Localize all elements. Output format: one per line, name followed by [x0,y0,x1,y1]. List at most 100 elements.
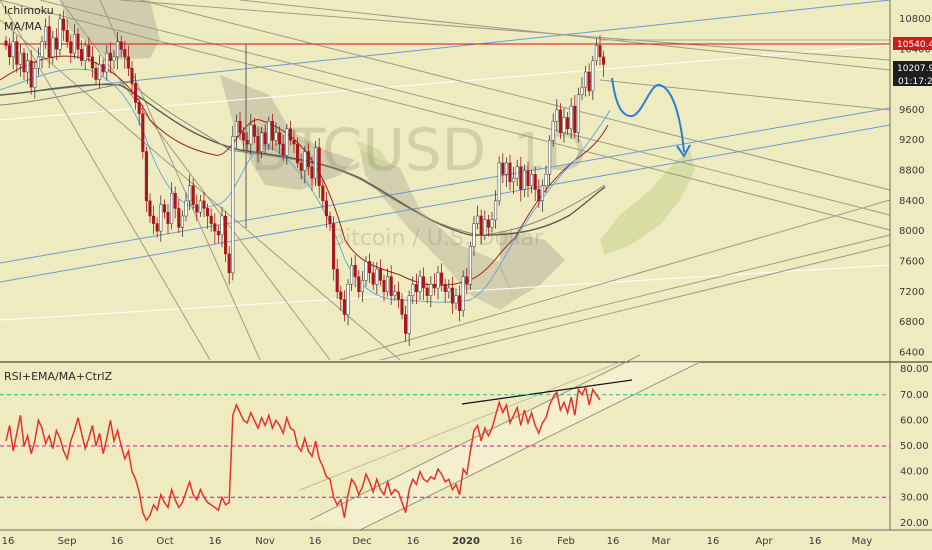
candle-body [94,67,98,80]
candle-body [497,162,501,202]
price-tick-label: 9600 [899,105,924,116]
candle-body [443,283,447,293]
time-tick-label: May [852,536,873,547]
candle-body [220,215,224,236]
candle-body [260,132,264,152]
indicator-legend-ichimoku[interactable]: Ichimoku [4,4,54,17]
time-tick-label: Oct [156,536,173,547]
rsi-indicator-legend[interactable]: RSI+EMA/MA+CtrlZ [4,370,113,383]
candle-body [414,283,418,293]
candle-body [292,139,296,145]
price-tick-label: 7200 [899,287,924,298]
candle-body [170,193,174,224]
candle-body [368,261,372,274]
candle-body [11,41,15,58]
candle-body [51,37,55,58]
candle-body [540,185,544,202]
time-tick-label: 16 [809,536,822,547]
candle-body [353,265,357,277]
candle-body [69,41,73,54]
rsi-line [5,384,601,522]
candle-body [188,185,192,202]
candle-body [450,287,454,304]
candle-body [490,219,494,228]
candle-body [231,136,235,274]
candle-body [303,151,307,171]
candle-body [357,276,361,293]
candle-body [238,121,242,133]
time-axis[interactable]: 16 Sep 16 Oct 16 Nov 16 Dec 16 2020 16 Feb 16 Mar 16 Ap… [2,536,873,547]
candle-body [339,291,343,300]
candle-body [44,26,48,42]
candle-body [130,67,134,84]
price-tick-label: 8400 [899,196,924,207]
rsi-levels [0,394,890,498]
candle-body [317,147,321,186]
candle-body [378,268,382,281]
candle-body [483,219,487,236]
candle-body [58,18,62,50]
rsi-tick-label: 50.00 [900,441,929,452]
candle-body [324,200,328,217]
candle-body [569,105,573,130]
candle-body [468,246,472,285]
candle-body [587,71,591,92]
candle-body [522,170,526,190]
candle-body [404,314,408,334]
candle-body [296,143,300,164]
candle-body [447,287,451,293]
rsi-tick-label: 40.00 [900,467,929,478]
candle-body [580,86,584,95]
rsi-tick-label: 20.00 [900,518,929,529]
candle-body [285,128,289,156]
candle-body [180,215,184,228]
candle-body [90,56,94,69]
candle-body [566,117,570,130]
candle-body [299,162,303,171]
candle-body [389,276,393,296]
candle-body [479,215,483,236]
candle-body [530,174,534,186]
candle-body [382,280,386,293]
candlestick-series [4,10,606,347]
price-tag-resistance [893,37,932,50]
candle-body [166,211,170,224]
candle-body [15,41,19,65]
candle-body [116,41,120,58]
candle-body [202,200,206,209]
time-tick-label: 16 [111,536,124,547]
time-tick-label: Sep [58,536,77,547]
price-tag-last-label: 10207.98 [897,64,932,74]
rsi-resistance-line [461,379,633,405]
candle-body [65,30,69,42]
watermark-symbol: BTCUSD [250,116,486,184]
rsi-tick-label: 70.00 [900,390,929,401]
candle-body [342,299,346,315]
candle-body [364,261,368,281]
candle-body [458,295,462,311]
candle-body [137,102,141,114]
projection-arrow [611,77,691,158]
candle-body [396,291,400,300]
candle-body [227,253,231,274]
candle-body [108,52,112,61]
candle-body [551,121,555,141]
candle-body [360,280,364,293]
candle-body [101,64,105,73]
candle-body [242,132,246,141]
price-tick-label: 6800 [899,317,924,328]
candle-body [54,37,58,50]
candle-body [346,283,350,315]
countdown-tag [893,74,932,86]
candle-body [454,295,458,304]
candle-body [62,18,66,31]
candle-body [119,41,123,50]
candle-body [562,117,566,133]
rsi-axis[interactable]: 80.00 70.00 60.00 50.00 40.00 30.00 20.00 [900,364,929,529]
candle-body [256,136,260,152]
candle-body [386,276,390,293]
indicator-legend-ma[interactable]: MA/MA [4,20,42,33]
candle-body [432,283,436,289]
candle-body [155,223,159,232]
